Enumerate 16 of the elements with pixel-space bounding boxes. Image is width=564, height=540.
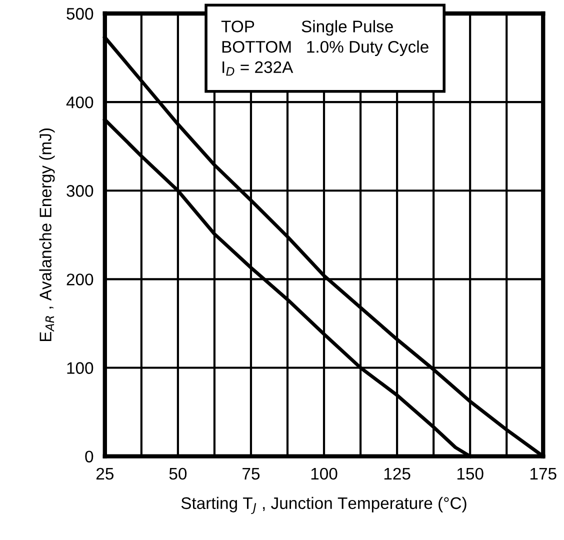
x-tick-label: 25 xyxy=(96,468,114,480)
y-tick-label: 400 xyxy=(66,96,94,108)
x-tick-label: 75 xyxy=(242,468,260,480)
y-tick-label: 500 xyxy=(66,8,94,20)
x-tick-label: 100 xyxy=(311,468,338,480)
y-tick-label: 100 xyxy=(67,362,94,374)
x-tick-label: 150 xyxy=(457,468,484,480)
y-tick-label: 300 xyxy=(66,185,94,197)
x-tick-label: 50 xyxy=(169,468,187,480)
y-tick-label: 0 xyxy=(85,450,94,463)
y-tick-label: 200 xyxy=(66,274,94,286)
y-axis-title: E$_{AR}$ , Avalanche Energy (mJ) xyxy=(39,128,55,342)
x-axis-title: Starting T$_{J}$ , Junction Temperature (°C) xyxy=(181,496,466,514)
x-tick-label: 125 xyxy=(384,468,410,480)
x-tick-label: 175 xyxy=(530,468,556,480)
annotation: TOP Single Pulse BOTTOM 1.0% Duty Cycle I$_{D}$ = 232A xyxy=(221,20,428,76)
